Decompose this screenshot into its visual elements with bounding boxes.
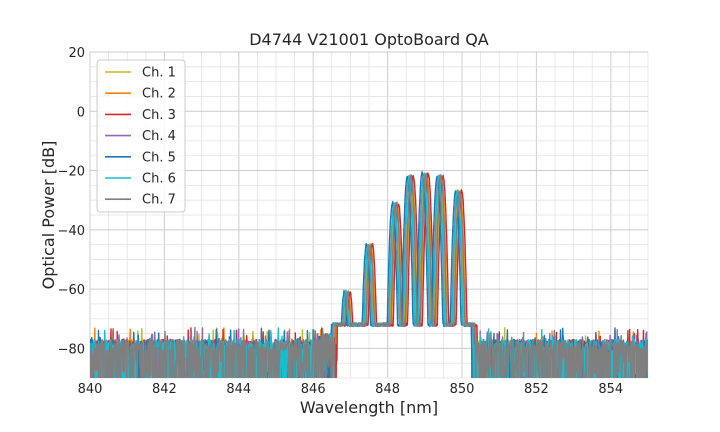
x-tick-label: 848 [375,382,400,397]
series-line-ch7 [90,173,648,378]
y-tick-label: −80 [58,342,85,357]
x-axis-label: Wavelength [nm] [300,398,438,417]
legend-label: Ch. 4 [142,129,176,144]
x-tick-label: 842 [152,382,177,397]
x-tick-label: 852 [524,382,549,397]
y-tick-label: −60 [58,283,85,298]
y-axis-ticks: 20 0 −20 −40 −60 −80 [58,46,85,357]
legend-label: Ch. 5 [142,150,176,165]
y-tick-label: 20 [68,46,85,61]
x-tick-label: 854 [598,382,623,397]
x-axis-ticks: 840 842 844 846 848 850 852 854 [78,382,624,397]
series-layer [90,171,648,378]
x-tick-label: 846 [301,382,326,397]
y-axis-label: Optical Power [dB] [39,141,58,290]
x-tick-label: 850 [450,382,475,397]
legend-label: Ch. 2 [142,87,176,102]
legend: Ch. 1 Ch. 2 Ch. 3 Ch. 4 Ch. 5 Ch. 6 Ch. 7 [96,59,186,213]
x-tick-label: 844 [226,382,251,397]
chart-title: D4744 V21001 OptoBoard QA [249,30,489,49]
legend-label: Ch. 1 [142,66,176,81]
y-tick-label: −20 [58,165,85,180]
legend-label: Ch. 3 [142,108,176,123]
x-tick-label: 840 [78,382,103,397]
legend-label: Ch. 6 [142,172,176,187]
y-tick-label: −40 [58,224,85,239]
legend-label: Ch. 7 [142,193,176,208]
y-tick-label: 0 [77,105,85,120]
legend-box [96,59,186,213]
